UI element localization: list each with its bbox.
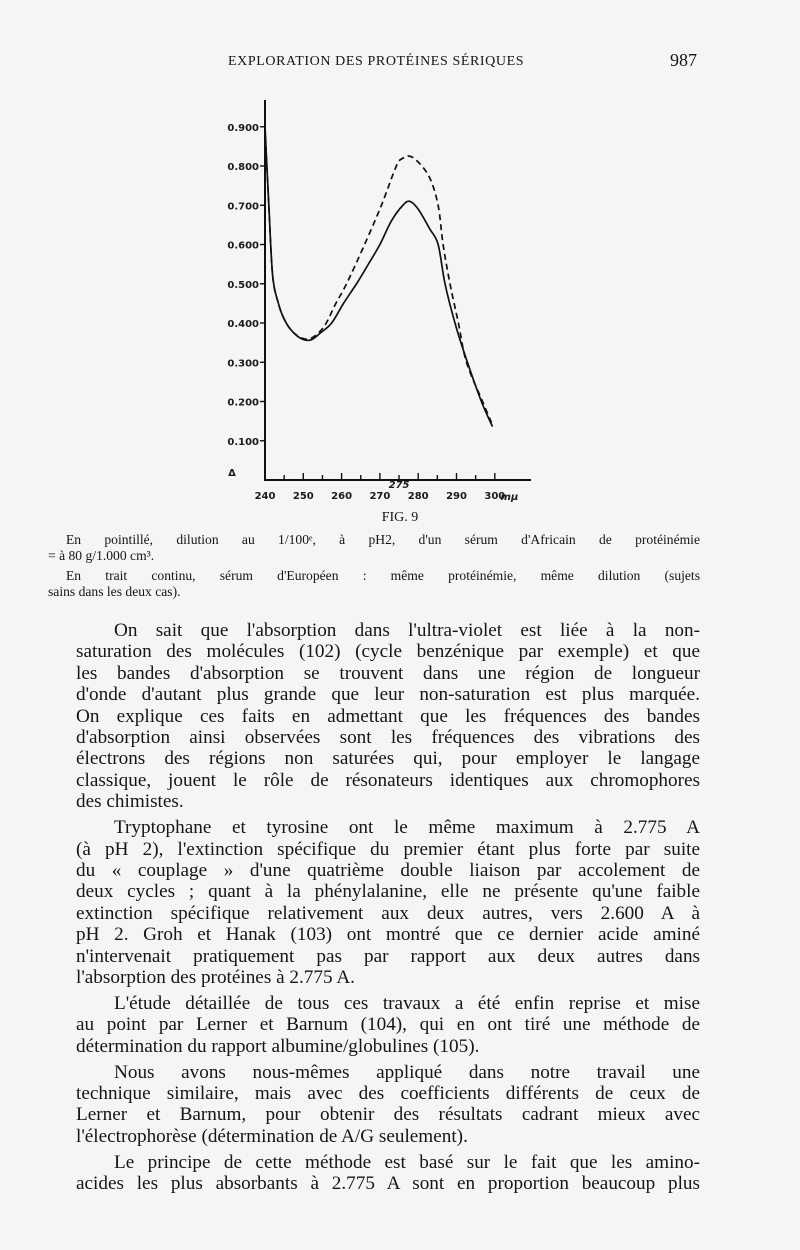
x-tick-label: 260 xyxy=(331,491,352,502)
text-line: extinction spécifique relativement aux d… xyxy=(76,902,700,924)
dashed-series-line xyxy=(264,126,494,426)
y-axis-label: Δ xyxy=(228,468,236,479)
text-line: l'absorption des protéines à 2.775 A. xyxy=(76,967,355,988)
y-tick-label: 0.600 xyxy=(227,241,259,252)
x-tick-label: 290 xyxy=(446,491,467,502)
figure-caption: En pointillé, dilution au 1/100ᵉ, à pH2,… xyxy=(48,532,700,600)
chart-series xyxy=(264,126,494,427)
text-line: On explique ces faits en admettant que l… xyxy=(76,705,700,727)
paragraph: L'étude détaillée de tous ces travaux a … xyxy=(76,993,700,1057)
y-tick-label: 0.800 xyxy=(227,162,259,173)
text-line: Tryptophane et tyrosine ont le même maxi… xyxy=(114,817,700,839)
text-line: deux cycles ; quant à la phénylalanine, … xyxy=(76,881,700,903)
chart-ticks xyxy=(260,126,496,480)
chart-tick-labels: 0.900 0.800 0.700 0.600 0.500 0.400 0.300 0.200… xyxy=(227,123,518,503)
text-line: pH 2. Groh et Hanak (103) ont montré que… xyxy=(76,924,700,946)
caption-line: sains dans les deux cas). xyxy=(48,584,181,599)
caption-line: En pointillé, dilution au 1/100ᵉ, à pH2,… xyxy=(66,532,700,547)
text-line: L'étude détaillée de tous ces travaux a … xyxy=(114,992,700,1014)
text-line: d'onde d'autant plus grande que leur non… xyxy=(76,684,700,706)
paragraph: Nous avons nous-mêmes appliqué dans notr… xyxy=(76,1062,700,1148)
x-annotation-label: 275 xyxy=(389,480,410,491)
y-tick-label: 0.300 xyxy=(227,358,259,369)
absorption-chart: 0.900 0.800 0.700 0.600 0.500 0.400 0.300 0.200… xyxy=(227,100,531,503)
running-header: EXPLORATION DES PROTÉINES SÉRIQUES 987 xyxy=(0,50,800,76)
paragraph: Tryptophane et tyrosine ont le même maxi… xyxy=(76,817,700,988)
x-axis-unit-label: mμ xyxy=(501,492,519,503)
figure-label: FIG. 9 xyxy=(381,510,419,525)
solid-series-line xyxy=(264,126,494,427)
text-line: les bandes d'absorption se trouvent dans… xyxy=(76,662,700,684)
caption-line: En trait continu, sérum d'Européen : mêm… xyxy=(66,568,700,583)
text-line: (à pH 2), l'extinction spécifique du pre… xyxy=(76,838,700,860)
y-tick-label: 0.500 xyxy=(227,280,259,291)
text-line: détermination du rapport albumine/globul… xyxy=(76,1035,480,1057)
y-tick-label: 0.700 xyxy=(227,201,259,212)
text-line: classique, jouent le rôle de résonateurs… xyxy=(76,769,700,791)
text-line: au point par Lerner et Barnum (104), qui… xyxy=(76,1014,700,1036)
y-tick-label: 0.100 xyxy=(227,437,259,448)
text-line: l'électrophorèse (détermination de A/G s… xyxy=(76,1125,468,1147)
text-line: Lerner et Barnum, pour obtenir des résul… xyxy=(76,1104,700,1126)
text-line: saturation des molécules (102) (cycle be… xyxy=(76,641,700,663)
text-line: Nous avons nous-mêmes appliqué dans notr… xyxy=(114,1061,700,1083)
body-text: On sait que l'absorption dans l'ultra-vi… xyxy=(76,620,700,1199)
paragraph: On sait que l'absorption dans l'ultra-vi… xyxy=(76,620,700,813)
y-tick-label: 0.400 xyxy=(227,319,259,330)
chart-axes xyxy=(264,100,531,481)
x-tick-label: 270 xyxy=(369,491,390,502)
text-line: n'intervenait pratiquement pas par rappo… xyxy=(76,945,700,967)
running-title: EXPLORATION DES PROTÉINES SÉRIQUES xyxy=(228,54,525,69)
text-line: On sait que l'absorption dans l'ultra-vi… xyxy=(114,620,700,641)
y-tick-label: 0.200 xyxy=(227,398,259,409)
x-tick-label: 240 xyxy=(255,491,276,502)
text-line: électrons des régions non saturées qui, … xyxy=(76,748,700,770)
x-tick-label: 300 xyxy=(484,491,505,502)
y-tick-label: 0.900 xyxy=(227,123,259,134)
text-line: des chimistes. xyxy=(76,791,184,813)
page-number: 987 xyxy=(670,50,697,70)
text-line: du « couplage » d'une quatrième double l… xyxy=(76,859,700,881)
x-tick-label: 250 xyxy=(293,491,314,502)
text-line: d'absorption ainsi observées sont les fr… xyxy=(76,727,700,749)
text-line: technique similaire, mais avec des coeff… xyxy=(76,1083,700,1105)
text-line: acides les plus absorbants à 2.775 A son… xyxy=(76,1173,700,1195)
paragraph: Le principe de cette méthode est basé su… xyxy=(76,1152,700,1195)
text-line: Le principe de cette méthode est basé su… xyxy=(114,1151,700,1173)
x-tick-label: 280 xyxy=(408,491,429,502)
caption-line: = à 80 g/1.000 cm³. xyxy=(48,548,155,563)
